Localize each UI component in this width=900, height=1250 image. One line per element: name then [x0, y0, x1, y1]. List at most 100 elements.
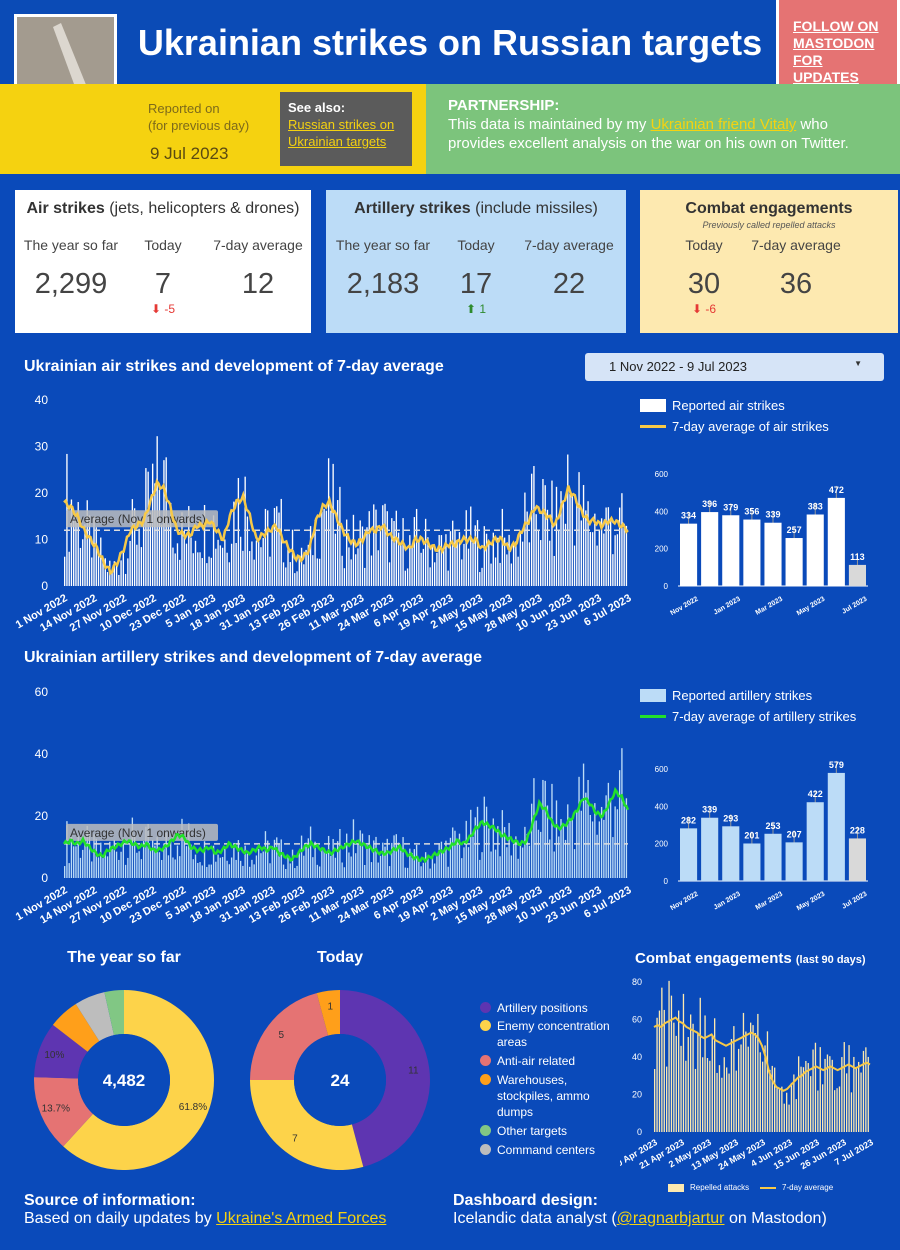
art-bars-legend: Reported artillery strikes — [640, 688, 812, 703]
y-tick-label: 0 — [664, 582, 669, 591]
monthly-bar — [806, 514, 824, 586]
daily-bar — [127, 857, 129, 878]
daily-bar — [397, 842, 400, 878]
donut-slice — [340, 990, 430, 1167]
combat-avg-value: 36 — [779, 268, 813, 300]
daily-bar — [481, 567, 483, 586]
art-avg-label: 7-day average — [524, 237, 614, 253]
daily-bar — [79, 547, 82, 586]
daily-bar — [267, 840, 269, 878]
daily-bar — [359, 830, 361, 878]
daily-bar — [494, 849, 497, 878]
donut-slice — [104, 990, 124, 1036]
daily-bar — [585, 792, 587, 878]
daily-bar — [415, 844, 418, 878]
follow-mastodon-link[interactable]: FOLLOW ON MASTODON FOR UPDATES — [776, 0, 900, 92]
daily-bar — [569, 820, 571, 878]
bar-value-label: 579 — [829, 760, 844, 770]
daily-bar — [145, 826, 147, 878]
daily-bar — [64, 556, 66, 586]
daily-bar — [325, 853, 328, 878]
daily-bar — [158, 852, 161, 878]
y-tick-label: 0 — [41, 871, 48, 885]
combat-bar — [666, 1066, 668, 1132]
daily-bar — [77, 836, 79, 878]
y-tick-label: 0 — [41, 579, 48, 593]
daily-bar — [524, 492, 526, 586]
daily-bar — [73, 846, 75, 878]
armed-forces-link[interactable]: Ukraine's Armed Forces — [216, 1210, 387, 1227]
daily-bar — [413, 517, 416, 586]
reported-label-line2: (for previous day) — [148, 118, 250, 133]
combat-card-title-text: Combat engagements — [685, 200, 853, 217]
daily-bar — [447, 570, 449, 586]
daily-bar — [201, 558, 203, 586]
daily-bar — [244, 845, 246, 878]
artillery-chart-title: Ukrainian artillery strikes and developm… — [24, 649, 482, 666]
daily-bar — [217, 854, 219, 878]
today-donut-chart: 11 7 5 1 24 — [250, 990, 430, 1170]
bar-value-label: 201 — [744, 830, 759, 840]
combat-bar — [668, 980, 670, 1132]
author-link[interactable]: @ragnarbjartur — [616, 1210, 725, 1227]
monthly-bar — [785, 842, 803, 881]
combat-bar — [867, 1056, 869, 1132]
daily-bar — [458, 532, 461, 586]
y-tick-label: 20 — [35, 486, 49, 500]
bar-value-label: 379 — [723, 502, 738, 512]
monthly-bar — [722, 515, 740, 586]
combat-bar — [654, 1069, 656, 1132]
y-tick-label: 0 — [637, 1127, 642, 1137]
daily-bar — [264, 508, 267, 586]
daily-bar — [185, 846, 188, 878]
daily-bar — [298, 555, 300, 586]
daily-bar — [433, 562, 436, 586]
daily-bar — [521, 847, 524, 878]
daily-bar — [553, 851, 555, 878]
date-range-selector[interactable]: 1 Nov 2022 - 9 Jul 2023 ▼ — [585, 353, 884, 381]
arrow-down-icon: ⬇ — [691, 302, 703, 316]
combat-bar — [754, 1033, 757, 1132]
combat-bar — [846, 1073, 848, 1132]
daily-bar — [530, 473, 533, 586]
combat-bar — [793, 1074, 795, 1132]
daily-bar — [298, 852, 300, 878]
daily-bar — [251, 541, 253, 586]
chevron-down-icon[interactable]: ▼ — [854, 359, 862, 368]
daily-bar — [368, 511, 370, 586]
daily-bar — [185, 543, 188, 586]
follow-label[interactable]: FOLLOW ON MASTODON FOR UPDATES — [793, 18, 879, 85]
warehouses-dot — [480, 1074, 491, 1085]
daily-bar — [490, 851, 492, 878]
daily-bar — [497, 826, 499, 878]
daily-bar — [614, 535, 616, 586]
daily-bar — [332, 463, 334, 586]
enemy-concentration-dot — [480, 1020, 491, 1031]
daily-bar — [86, 825, 88, 878]
design-text-pre: Icelandic data analyst ( — [453, 1210, 617, 1227]
daily-bar — [282, 864, 285, 878]
daily-bar — [515, 836, 517, 878]
daily-bar — [255, 540, 258, 586]
combat-bar — [817, 1090, 819, 1132]
combat-bar — [783, 1103, 785, 1132]
daily-bar — [262, 851, 264, 878]
donut-hole — [294, 1034, 386, 1126]
combat-bar — [836, 1088, 838, 1132]
see-also-link[interactable]: Russian strikes on Ukrainian targets — [288, 117, 395, 149]
partner-link[interactable]: Ukrainian friend Vitaly — [650, 116, 797, 133]
design-title: Dashboard design: — [453, 1192, 598, 1209]
daily-bar — [154, 845, 156, 878]
daily-bar — [512, 843, 515, 878]
combat-bar — [750, 1022, 752, 1132]
legend-label: Enemy concentration areas — [497, 1019, 610, 1049]
daily-bar — [591, 532, 594, 586]
daily-bar — [133, 508, 136, 586]
daily-bar — [530, 803, 533, 878]
daily-bar — [224, 539, 226, 586]
combat-bar — [682, 993, 685, 1132]
daily-bar — [443, 852, 445, 878]
daily-bar — [510, 855, 513, 878]
daily-bar — [370, 862, 373, 878]
